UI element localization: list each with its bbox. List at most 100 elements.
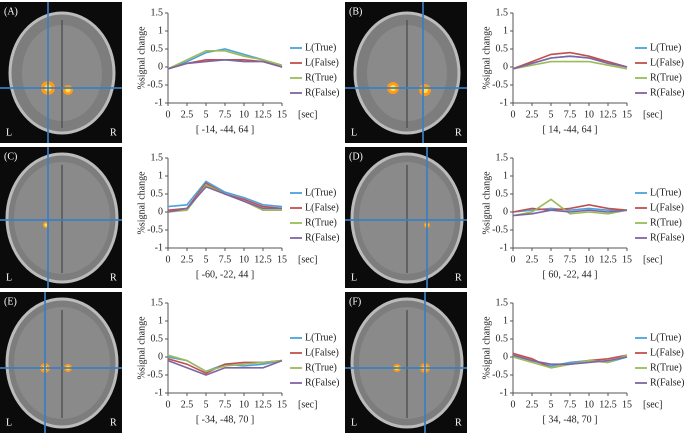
orientation-left: L (351, 417, 357, 428)
series-line (512, 55, 628, 70)
series-line (512, 354, 628, 369)
x-tick-label: 10 (584, 109, 594, 120)
legend-label: R(True) (305, 72, 337, 83)
y-tick-label: 0 (503, 351, 508, 362)
x-tick-label: 2.5 (181, 109, 194, 120)
legend-label: R(False) (305, 377, 339, 388)
y-axis-title: %signal change (136, 316, 147, 380)
orientation-right: R (455, 417, 462, 428)
legend-label: L(False) (305, 57, 339, 68)
y-tick-label: 1 (158, 315, 163, 326)
panel: (E) L R -1 -0.5 0 0.5 1 1.5 0 2.5 5 7.5 10 12.5 15 [sec]… (0, 292, 339, 433)
panel-label: (E) (4, 296, 17, 307)
y-tick-label: 1 (503, 170, 508, 181)
legend-label: L(False) (305, 202, 339, 213)
legend-label: R(False) (305, 232, 339, 243)
x-tick-label: 2.5 (181, 254, 194, 265)
y-tick-label: 1.5 (496, 297, 509, 308)
y-tick-label: -1 (500, 97, 508, 108)
y-tick-label: -1 (155, 387, 163, 398)
x-tick-label: 2.5 (526, 109, 539, 120)
y-tick-label: -0.5 (147, 79, 163, 90)
panel: (A) L R -1 -0.5 0 0.5 1 1.5 0 2.5 5 7.5 10 12.5 15 [sec]… (0, 2, 339, 143)
x-tick-label: 15 (622, 254, 632, 265)
x-tick-label: 0 (511, 399, 516, 410)
x-tick-label: 2.5 (181, 399, 194, 410)
y-tick-label: 0.5 (151, 188, 164, 199)
orientation-left: L (351, 127, 357, 138)
x-unit: [sec] (298, 109, 317, 120)
legend-label: L(False) (650, 347, 684, 358)
series-line (512, 209, 628, 217)
x-tick-label: 12.5 (599, 254, 617, 265)
x-tick-label: 7.5 (564, 254, 577, 265)
y-tick-label: 0 (158, 206, 163, 217)
x-tick-label: 5 (204, 254, 209, 265)
panel: (F) L R -1 -0.5 0 0.5 1 1.5 0 2.5 5 7.5 10 12.5 15 [sec]… (345, 292, 684, 433)
x-axis-title: [ -60, -22, 44 ] (196, 269, 254, 280)
x-axis-title: [ 14, -44, 64 ] (543, 124, 598, 135)
legend-label: R(False) (650, 232, 684, 243)
x-unit: [sec] (643, 254, 662, 265)
x-tick-label: 0 (511, 109, 516, 120)
x-tick-label: 12.5 (599, 399, 617, 410)
legend-label: R(True) (305, 217, 337, 228)
legend-label: L(True) (650, 42, 681, 53)
x-tick-label: 7.5 (219, 254, 232, 265)
y-tick-label: -0.5 (147, 224, 163, 235)
x-tick-label: 15 (277, 109, 287, 120)
orientation-right: R (110, 127, 117, 138)
panel-label: (D) (349, 151, 363, 162)
x-tick-label: 15 (277, 399, 287, 410)
series-line (167, 359, 283, 376)
x-tick-label: 2.5 (526, 399, 539, 410)
series-line (167, 58, 283, 70)
x-tick-label: 5 (204, 399, 209, 410)
x-tick-label: 0 (166, 109, 171, 120)
y-axis-title: %signal change (481, 171, 492, 235)
series-line (512, 60, 628, 70)
x-tick-label: 15 (622, 399, 632, 410)
legend-label: R(False) (650, 87, 684, 98)
y-tick-label: 0.5 (496, 188, 509, 199)
x-axis-title: [ 60, -22, 44 ] (543, 269, 598, 280)
x-tick-label: 0 (166, 254, 171, 265)
orientation-right: R (110, 417, 117, 428)
y-tick-label: -0.5 (492, 79, 508, 90)
y-tick-label: -1 (500, 242, 508, 253)
orientation-right: R (110, 272, 117, 283)
legend-label: L(True) (650, 187, 681, 198)
legend-label: R(True) (305, 362, 337, 373)
series-line (167, 50, 283, 70)
legend-label: R(True) (650, 72, 682, 83)
x-tick-label: 0 (511, 254, 516, 265)
y-tick-label: 1.5 (151, 297, 164, 308)
y-tick-label: -1 (500, 387, 508, 398)
x-axis-title: [ -34, -48, 70 ] (196, 414, 254, 425)
x-tick-label: 12.5 (599, 109, 617, 120)
activation-core (44, 223, 48, 227)
y-tick-label: 1.5 (496, 7, 509, 18)
panel: (B) L R -1 -0.5 0 0.5 1 1.5 0 2.5 5 7.5 10 12.5 15 [sec]… (345, 2, 684, 143)
y-tick-label: 0 (503, 61, 508, 72)
series-line (512, 51, 628, 70)
series-line (512, 207, 627, 213)
legend-label: L(True) (305, 332, 336, 343)
y-tick-label: 0.5 (496, 333, 509, 344)
series-line (167, 182, 283, 211)
legend-label: L(False) (650, 57, 684, 68)
x-unit: [sec] (643, 109, 662, 120)
y-axis-title: %signal change (481, 26, 492, 90)
x-axis-title: [ -14, -44, 64 ] (196, 124, 254, 135)
x-tick-label: 5 (204, 109, 209, 120)
legend-label: R(True) (650, 362, 682, 373)
legend-label: L(False) (305, 347, 339, 358)
y-tick-label: 1.5 (151, 152, 164, 163)
legend-label: R(False) (650, 377, 684, 388)
panel: (D) L R -1 -0.5 0 0.5 1 1.5 0 2.5 5 7.5 10 12.5 15 [sec]… (345, 147, 684, 288)
x-tick-label: 10 (239, 399, 249, 410)
orientation-left: L (6, 127, 12, 138)
x-tick-label: 7.5 (564, 399, 577, 410)
x-tick-label: 12.5 (254, 254, 272, 265)
